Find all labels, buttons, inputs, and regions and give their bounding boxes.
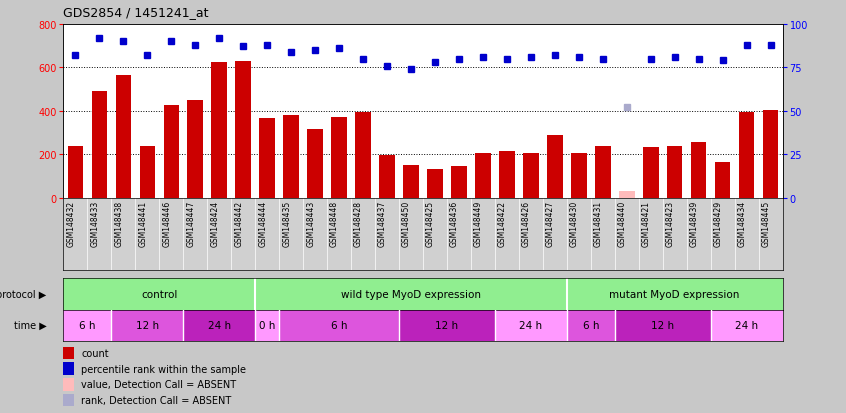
Bar xyxy=(523,154,539,198)
Text: GSM148449: GSM148449 xyxy=(474,200,483,247)
Bar xyxy=(739,113,755,198)
Bar xyxy=(715,162,730,198)
Text: GSM148422: GSM148422 xyxy=(498,200,507,246)
Text: GSM148424: GSM148424 xyxy=(211,200,219,247)
Text: GSM148425: GSM148425 xyxy=(426,200,435,247)
Bar xyxy=(475,154,491,198)
Bar xyxy=(188,101,203,198)
Text: GSM148426: GSM148426 xyxy=(522,200,531,247)
Text: value, Detection Call = ABSENT: value, Detection Call = ABSENT xyxy=(81,380,236,389)
Text: time ▶: time ▶ xyxy=(14,320,47,330)
Text: percentile rank within the sample: percentile rank within the sample xyxy=(81,364,246,374)
Bar xyxy=(112,310,184,341)
Bar xyxy=(615,310,711,341)
Text: mutant MyoD expression: mutant MyoD expression xyxy=(609,289,740,299)
Bar xyxy=(212,63,227,198)
Text: 6 h: 6 h xyxy=(583,320,599,330)
Bar xyxy=(595,146,611,198)
Text: 12 h: 12 h xyxy=(651,320,674,330)
Bar xyxy=(567,310,615,341)
Text: count: count xyxy=(81,348,109,358)
Bar xyxy=(547,135,563,198)
Text: GSM148441: GSM148441 xyxy=(139,200,147,247)
Bar xyxy=(235,62,251,198)
Bar xyxy=(451,167,467,198)
Bar xyxy=(399,310,495,341)
Bar xyxy=(763,110,778,198)
Text: GSM148423: GSM148423 xyxy=(666,200,675,247)
Text: 24 h: 24 h xyxy=(519,320,542,330)
Bar xyxy=(184,310,255,341)
Bar xyxy=(667,146,683,198)
Text: GSM148435: GSM148435 xyxy=(283,200,291,247)
Bar xyxy=(116,76,131,198)
Text: control: control xyxy=(141,289,178,299)
Bar xyxy=(711,310,783,341)
Text: GSM148428: GSM148428 xyxy=(354,200,363,246)
Text: GSM148445: GSM148445 xyxy=(761,200,771,247)
Text: GDS2854 / 1451241_at: GDS2854 / 1451241_at xyxy=(63,6,209,19)
Bar xyxy=(379,156,395,198)
Text: GSM148432: GSM148432 xyxy=(67,200,75,247)
Bar xyxy=(163,106,179,198)
Text: GSM148434: GSM148434 xyxy=(738,200,747,247)
Text: wild type MyoD expression: wild type MyoD expression xyxy=(341,289,481,299)
Text: 6 h: 6 h xyxy=(331,320,348,330)
Text: 24 h: 24 h xyxy=(207,320,231,330)
Bar xyxy=(499,152,514,198)
Text: GSM148448: GSM148448 xyxy=(330,200,339,247)
Bar xyxy=(140,146,155,198)
Text: rank, Detection Call = ABSENT: rank, Detection Call = ABSENT xyxy=(81,395,232,405)
Text: GSM148439: GSM148439 xyxy=(689,200,699,247)
Text: GSM148446: GSM148446 xyxy=(162,200,171,247)
Bar xyxy=(260,119,275,198)
Bar xyxy=(91,92,107,198)
Text: 0 h: 0 h xyxy=(259,320,276,330)
Text: 24 h: 24 h xyxy=(735,320,758,330)
Text: GSM148427: GSM148427 xyxy=(546,200,555,247)
Text: protocol ▶: protocol ▶ xyxy=(0,289,47,299)
Text: GSM148444: GSM148444 xyxy=(258,200,267,247)
Bar xyxy=(404,166,419,198)
Text: GSM148437: GSM148437 xyxy=(378,200,387,247)
Bar xyxy=(355,113,371,198)
Bar xyxy=(279,310,399,341)
Bar xyxy=(255,310,279,341)
Text: GSM148433: GSM148433 xyxy=(91,200,99,247)
Text: GSM148431: GSM148431 xyxy=(594,200,602,247)
Text: 6 h: 6 h xyxy=(80,320,96,330)
Bar xyxy=(307,130,323,198)
Text: GSM148430: GSM148430 xyxy=(570,200,579,247)
Text: 12 h: 12 h xyxy=(135,320,159,330)
Text: GSM148450: GSM148450 xyxy=(402,200,411,247)
Bar xyxy=(495,310,567,341)
Text: GSM148443: GSM148443 xyxy=(306,200,315,247)
Text: GSM148447: GSM148447 xyxy=(186,200,195,247)
Text: GSM148421: GSM148421 xyxy=(642,200,651,246)
Bar xyxy=(691,143,706,198)
Bar xyxy=(427,170,442,198)
Text: GSM148442: GSM148442 xyxy=(234,200,244,247)
Text: GSM148436: GSM148436 xyxy=(450,200,459,247)
Text: GSM148440: GSM148440 xyxy=(618,200,627,247)
Bar xyxy=(63,310,112,341)
Bar xyxy=(571,154,586,198)
Bar xyxy=(68,146,83,198)
Bar xyxy=(283,116,299,198)
Bar xyxy=(332,118,347,198)
Bar xyxy=(643,147,658,198)
Text: GSM148429: GSM148429 xyxy=(714,200,722,247)
Text: GSM148438: GSM148438 xyxy=(114,200,124,247)
Bar xyxy=(619,192,634,198)
Text: 12 h: 12 h xyxy=(436,320,459,330)
